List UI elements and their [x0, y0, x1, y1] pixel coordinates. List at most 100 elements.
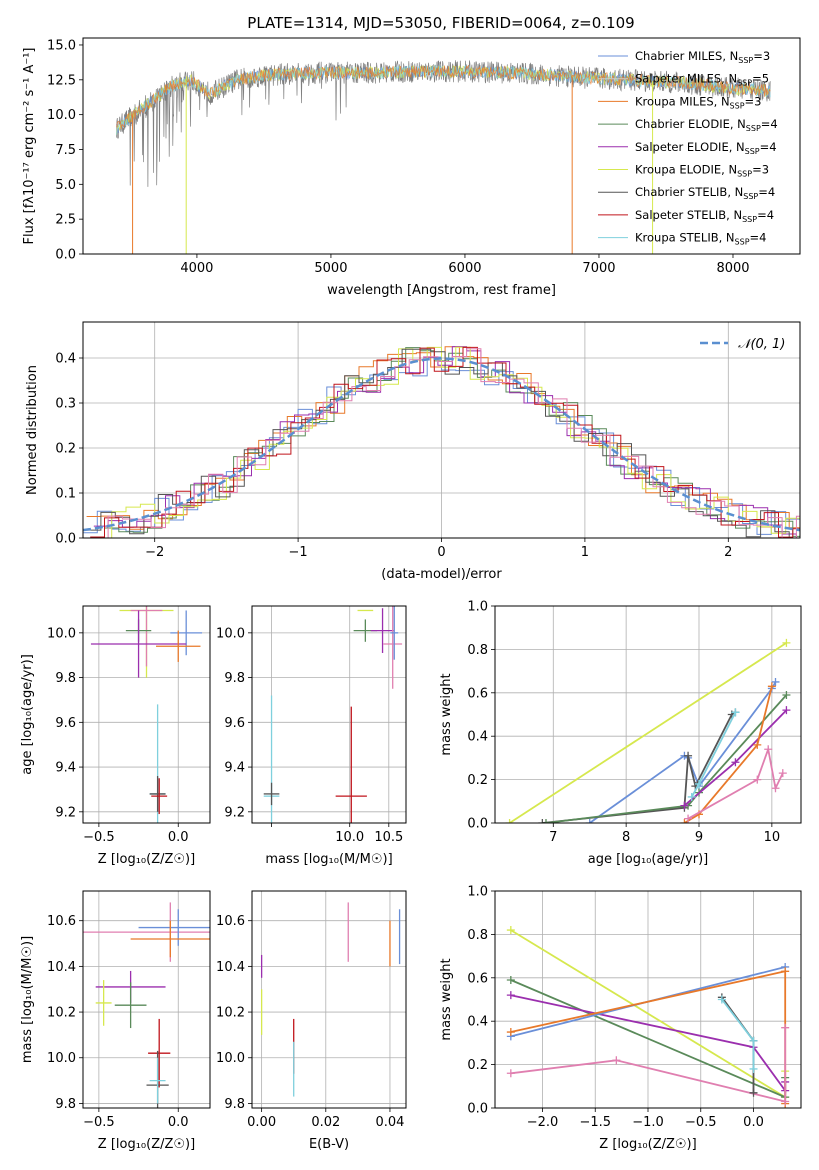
y-tick-label: 0.8 — [467, 643, 488, 658]
legend-entry-value: =5 — [752, 72, 769, 86]
plot-area — [252, 606, 406, 823]
histogram-step — [90, 346, 800, 538]
plot-area — [495, 891, 801, 1108]
series-marker — [749, 1088, 758, 1097]
series-line — [721, 996, 755, 1093]
x-tick-label: −0.5 — [83, 830, 115, 845]
histogram-step — [86, 348, 800, 538]
y-tick-label: 0.0 — [467, 1102, 488, 1117]
x-tick-label: 10.5 — [374, 830, 403, 845]
series-marker — [731, 758, 740, 767]
legend-entry: Salpeter STELIB, NSSP=4 — [635, 208, 774, 224]
x-tick-label: 5000 — [314, 261, 347, 276]
series-marker — [506, 1069, 515, 1078]
y-tick-label: 10.0 — [47, 626, 76, 641]
legend-entry: Chabrier MILES, NSSP=3 — [635, 49, 770, 65]
series-marker — [731, 708, 740, 717]
y-tick-label: 10.6 — [216, 914, 245, 929]
legend-entry-value: =4 — [758, 185, 775, 199]
y-tick-label: 15.0 — [47, 38, 76, 53]
y-tick-label: 0.2 — [467, 773, 488, 788]
y-tick-label: 0.6 — [467, 971, 488, 986]
legend-entry-value: =3 — [753, 49, 770, 63]
legend-entry-sub: SSP — [737, 79, 752, 88]
x-tick-label: −0.5 — [83, 1115, 115, 1130]
series-marker — [753, 775, 762, 784]
legend-entry: Kroupa STELIB, NSSP=4 — [635, 231, 766, 247]
series-line — [721, 998, 755, 1069]
y-tick-label: 9.4 — [55, 761, 76, 776]
x-tick-label: −1.0 — [632, 1115, 664, 1130]
y-tick-label: 10.0 — [47, 1051, 76, 1066]
x-tick-label: 7000 — [582, 261, 615, 276]
axes-frame — [82, 37, 801, 255]
panel-2: −2 −1 0 1 2 0.0 0.1 0.2 0.3 0.4 (data-model)/error… — [25, 321, 801, 582]
y-axis-label: Flux [fλ10⁻¹⁷ erg cm⁻² s⁻¹ A⁻¹] — [22, 48, 37, 245]
series-marker — [781, 967, 790, 976]
series-marker — [585, 819, 594, 823]
x-tick-label: 2 — [724, 545, 732, 560]
y-tick-label: 0.8 — [467, 928, 488, 943]
x-axis-label: Z [log₁₀(Z/Z☉)] — [98, 852, 195, 867]
series-marker — [538, 819, 547, 823]
x-tick-label: 6000 — [448, 261, 481, 276]
axes-frame — [82, 890, 211, 1109]
legend-entry-text: Chabrier ELODIE, N — [635, 117, 746, 131]
x-axis-label: Z [log₁₀(Z/Z☉)] — [599, 1137, 696, 1152]
series-marker — [506, 991, 515, 1000]
y-tick-label: 1.0 — [467, 600, 488, 615]
series-marker — [781, 1023, 790, 1032]
figure-title: PLATE=1314, MJD=53050, FIBERID=0064, z=0… — [247, 14, 634, 32]
series-marker — [767, 682, 776, 691]
y-axis-label: mass weight — [439, 958, 454, 1040]
series-marker — [612, 1056, 621, 1065]
series-line — [509, 642, 787, 823]
y-tick-label: 9.2 — [55, 805, 76, 820]
legend-entry-text: Salpeter STELIB, N — [635, 208, 742, 222]
y-tick-label: 9.6 — [224, 716, 245, 731]
y-tick-label: 0.4 — [467, 730, 488, 745]
x-axis-label: E(B-V) — [309, 1137, 349, 1152]
y-axis-label: age [log₁₀(age/yr)] — [20, 654, 35, 775]
legend-entry: Salpeter MILES, NSSP=5 — [635, 72, 769, 88]
series-marker — [684, 814, 693, 823]
axes-frame — [251, 605, 407, 824]
panel-3: −0.5 0.0 9.2 9.4 9.6 9.8 10.0 Z [log₁₀(Z/Z☉)] ag… — [20, 605, 211, 867]
series-marker — [749, 1064, 758, 1073]
legend-entry-text: Kroupa ELODIE, N — [635, 163, 737, 177]
series-line — [545, 694, 788, 823]
axes-frame — [82, 605, 211, 824]
series-marker — [781, 1097, 790, 1106]
plot-area — [252, 891, 406, 1108]
legend-entry-sub: SSP — [743, 192, 758, 201]
x-axis-label: age [log₁₀(age/yr)] — [588, 852, 709, 867]
series-marker — [778, 769, 787, 778]
x-tick-label: 0.0 — [168, 830, 189, 845]
y-axis-label: mass weight — [439, 673, 454, 755]
legend-entry-text: Salpeter ELODIE, N — [635, 140, 745, 154]
series-marker — [684, 751, 693, 760]
y-tick-label: 0.0 — [55, 532, 76, 547]
x-tick-label: −0.5 — [685, 1115, 717, 1130]
series-marker — [687, 792, 696, 801]
x-axis-label: wavelength [Angstrom, rest frame] — [327, 283, 556, 298]
y-tick-label: 10.0 — [216, 626, 245, 641]
y-tick-label: 9.2 — [224, 805, 245, 820]
x-tick-label: 7 — [549, 830, 557, 845]
legend-entry: Kroupa ELODIE, NSSP=3 — [635, 163, 769, 179]
x-tick-label: 8 — [622, 830, 630, 845]
legend-entry-value: =4 — [760, 140, 777, 154]
y-tick-label: 10.2 — [216, 1006, 245, 1021]
panel-1: 4000 5000 6000 7000 8000 0.0 2.5 5.0 7.5 10.0 12.5… — [22, 37, 801, 298]
legend-entry-sub: SSP — [737, 170, 752, 179]
x-tick-label: 1 — [581, 545, 589, 560]
y-tick-label: 9.4 — [224, 761, 245, 776]
y-tick-label: 0.6 — [467, 686, 488, 701]
legend-entry: Salpeter ELODIE, NSSP=4 — [635, 140, 777, 156]
legend-entry: Chabrier STELIB, NSSP=4 — [635, 185, 775, 201]
y-tick-label: 9.6 — [55, 716, 76, 731]
series-marker — [717, 995, 726, 1004]
x-tick-label: 4000 — [180, 261, 213, 276]
x-tick-label: 10.0 — [335, 830, 364, 845]
x-tick-label: −2 — [145, 545, 164, 560]
